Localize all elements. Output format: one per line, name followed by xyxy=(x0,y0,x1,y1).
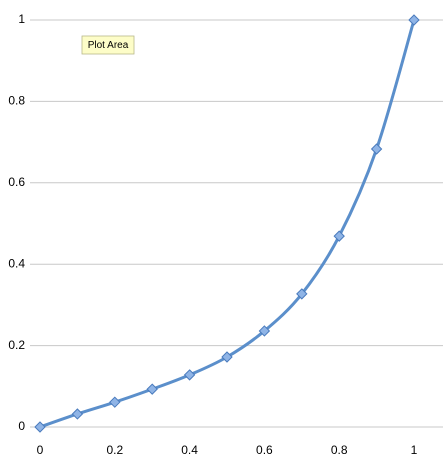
marker xyxy=(258,325,271,337)
marker xyxy=(221,351,233,363)
x-tick-label: 0 xyxy=(37,443,44,457)
tooltip-text: Plot Area xyxy=(88,40,129,51)
y-tick-label: 0 xyxy=(18,419,25,433)
x-tick-label: 0.8 xyxy=(331,443,348,457)
y-tick-label: 0.8 xyxy=(8,94,25,108)
x-tick-label: 1 xyxy=(411,443,418,457)
marker xyxy=(34,421,46,433)
x-tick-label: 0.4 xyxy=(181,443,198,457)
marker xyxy=(71,408,84,420)
x-tick-label: 0.6 xyxy=(256,443,273,457)
y-tick-label: 0.6 xyxy=(8,175,25,189)
y-tick-label: 0.2 xyxy=(8,338,25,352)
tooltip: Plot Area xyxy=(81,35,135,55)
tooltip-box xyxy=(81,35,135,55)
y-tick-label: 0.4 xyxy=(8,256,25,270)
y-tick-label: 1 xyxy=(18,12,25,26)
marker xyxy=(146,383,158,395)
marker xyxy=(333,230,345,242)
marker xyxy=(183,369,196,381)
marker xyxy=(370,143,383,155)
series-line xyxy=(39,19,416,429)
marker xyxy=(408,14,420,26)
marker xyxy=(296,288,308,300)
marker xyxy=(109,396,121,408)
x-tick-label: 0.2 xyxy=(106,443,123,457)
